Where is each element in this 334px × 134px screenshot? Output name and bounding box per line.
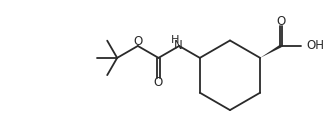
Text: O: O [276,15,286,28]
Text: N: N [174,39,183,52]
Polygon shape [260,45,282,58]
Text: H: H [171,35,179,45]
Text: O: O [154,76,163,89]
Text: OH: OH [307,39,325,52]
Text: O: O [133,35,143,48]
